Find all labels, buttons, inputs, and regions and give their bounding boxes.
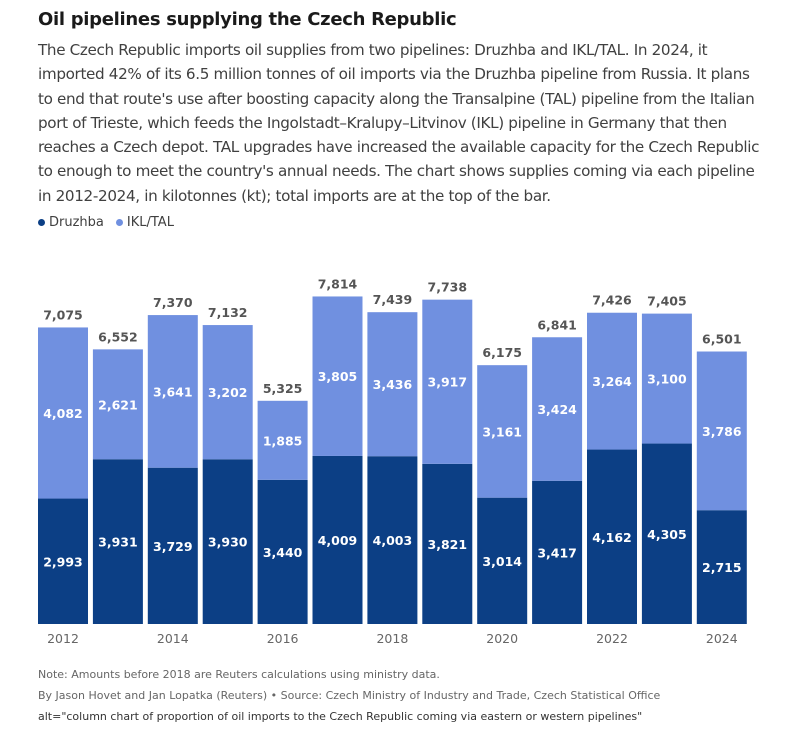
data-label-ikl-tal-2014: 3,641 [153, 384, 193, 399]
data-label-druzhba-2016: 3,440 [263, 545, 303, 560]
data-label-druzhba-2020: 3,014 [482, 554, 522, 569]
bar-ikl-tal-2022 [587, 312, 637, 450]
data-label-ikl-tal-2016: 1,885 [263, 433, 303, 448]
total-label-2017: 7,814 [318, 276, 358, 291]
legend: Druzhba IKL/TAL [38, 215, 174, 230]
data-label-ikl-tal-2018: 3,436 [373, 377, 413, 392]
data-label-druzhba-2013: 3,931 [98, 535, 138, 550]
bar-ikl-tal-2020 [477, 365, 528, 498]
bar-ikl-tal-2018 [367, 312, 418, 457]
bar-chart: 2,993 4,082 7,075 2012 3,931 2,621 6,552 3,729 3… [38, 276, 747, 646]
bar-ikl-tal-2021 [532, 337, 583, 481]
total-label-2013: 6,552 [98, 329, 138, 344]
alt-text-line: alt="column chart of proportion of oil i… [38, 710, 643, 723]
data-label-druzhba-2017: 4,009 [318, 533, 358, 548]
data-label-druzhba-2021: 3,417 [537, 545, 577, 560]
total-label-2014: 7,370 [153, 295, 193, 310]
bar-druzhba-2021 [532, 480, 583, 624]
chart-title: Oil pipelines supplying the Czech Republ… [38, 9, 457, 30]
total-label-2021: 6,841 [537, 317, 577, 332]
total-label-2016: 5,325 [263, 381, 303, 396]
total-label-2018: 7,439 [373, 292, 413, 307]
legend-label-ikl-tal: IKL/TAL [126, 215, 174, 230]
data-label-ikl-tal-2019: 3,917 [428, 375, 468, 390]
data-label-ikl-tal-2015: 3,202 [208, 385, 248, 400]
bar-ikl-tal-2019 [422, 299, 473, 464]
x-tick-label-2014: 2014 [157, 631, 189, 646]
bar-druzhba-2023 [641, 443, 692, 624]
x-tick-label-2012: 2012 [47, 631, 79, 646]
bar-ikl-tal-2012 [38, 327, 88, 499]
bar-druzhba-2013 [92, 459, 143, 624]
bar-druzhba-2015 [202, 459, 253, 624]
data-label-ikl-tal-2017: 3,805 [318, 369, 358, 384]
total-label-2020: 6,175 [482, 345, 522, 360]
bar-druzhba-2019 [422, 463, 473, 624]
bar-ikl-tal-2024 [696, 351, 747, 511]
bar-druzhba-2024 [696, 510, 747, 624]
bar-ikl-tal-2015 [202, 325, 253, 460]
bar-druzhba-2016 [257, 479, 308, 624]
bar-ikl-tal-2017 [312, 296, 363, 456]
total-label-2022: 7,426 [592, 293, 632, 308]
data-label-ikl-tal-2021: 3,424 [537, 402, 577, 417]
data-label-ikl-tal-2012: 4,082 [43, 406, 83, 421]
total-label-2015: 7,132 [208, 305, 248, 320]
bar-druzhba-2017 [312, 455, 363, 624]
data-label-druzhba-2014: 3,729 [153, 539, 193, 554]
bar-ikl-tal-2023 [641, 313, 692, 444]
data-label-ikl-tal-2020: 3,161 [482, 424, 522, 439]
data-label-druzhba-2022: 4,162 [592, 530, 632, 545]
footnote: Note: Amounts before 2018 are Reuters ca… [38, 668, 440, 681]
data-label-druzhba-2024: 2,715 [702, 560, 742, 575]
bar-ikl-tal-2014 [147, 315, 198, 468]
x-tick-label-2018: 2018 [376, 631, 408, 646]
data-label-druzhba-2018: 4,003 [373, 533, 413, 548]
data-label-ikl-tal-2024: 3,786 [702, 424, 742, 439]
x-tick-label-2024: 2024 [706, 631, 738, 646]
bar-ikl-tal-2016 [257, 400, 308, 480]
legend-label-druzhba: Druzhba [49, 215, 104, 230]
legend-dot-ikl-tal [115, 219, 123, 226]
data-label-druzhba-2023: 4,305 [647, 527, 687, 542]
data-label-ikl-tal-2013: 2,621 [98, 397, 138, 412]
bar-druzhba-2020 [477, 497, 528, 624]
data-label-druzhba-2015: 3,930 [208, 535, 248, 550]
chart-description: The Czech Republic imports oil supplies … [38, 41, 760, 205]
legend-item-druzhba: Druzhba [38, 215, 104, 230]
total-label-2023: 7,405 [647, 294, 687, 309]
data-label-ikl-tal-2022: 3,264 [592, 374, 632, 389]
total-label-2019: 7,738 [428, 280, 468, 295]
source-line: By Jason Hovet and Jan Lopatka (Reuters)… [38, 689, 661, 702]
total-label-2012: 7,075 [43, 307, 83, 322]
bar-druzhba-2022 [587, 449, 637, 624]
legend-dot-druzhba [38, 219, 45, 226]
x-tick-label-2020: 2020 [486, 631, 518, 646]
bar-ikl-tal-2013 [92, 349, 143, 460]
x-tick-label-2022: 2022 [596, 631, 628, 646]
bar-druzhba-2012 [38, 498, 88, 624]
total-label-2024: 6,501 [702, 332, 742, 347]
x-tick-label-2016: 2016 [267, 631, 299, 646]
legend-item-ikl-tal: IKL/TAL [115, 215, 174, 230]
bar-druzhba-2018 [367, 456, 418, 624]
bar-druzhba-2014 [147, 467, 198, 624]
data-label-druzhba-2012: 2,993 [43, 554, 83, 569]
data-label-ikl-tal-2023: 3,100 [647, 372, 687, 387]
data-label-druzhba-2019: 3,821 [428, 537, 468, 552]
